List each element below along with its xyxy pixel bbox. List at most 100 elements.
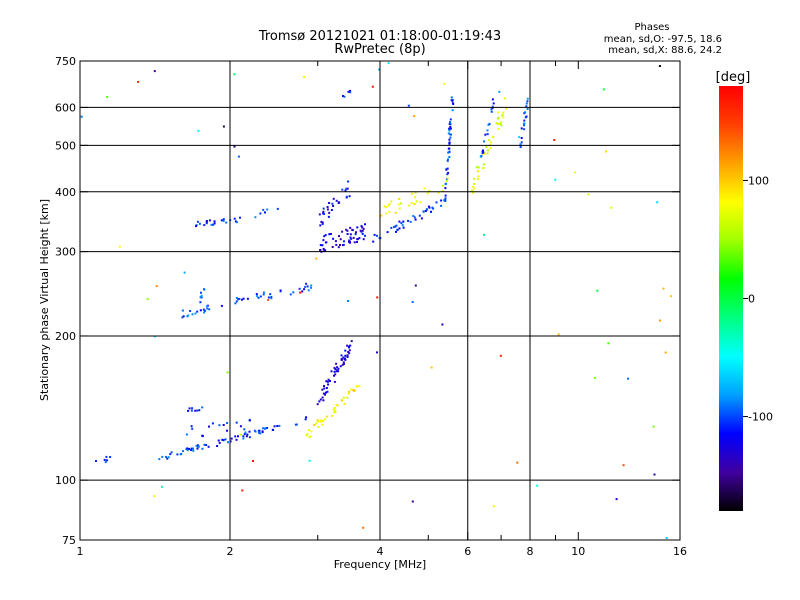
echo-point xyxy=(226,371,229,374)
echo-point xyxy=(485,146,488,149)
echo-point xyxy=(242,297,245,300)
echo-point xyxy=(203,443,206,446)
echo-point xyxy=(524,116,527,119)
echo-point xyxy=(426,192,429,195)
echo-point xyxy=(418,214,421,217)
x-tick-label: 8 xyxy=(527,545,534,558)
echo-point xyxy=(490,141,492,144)
echo-point xyxy=(190,447,193,450)
echo-point xyxy=(653,473,656,476)
colorbar-ticks: 100 0 -100 xyxy=(743,174,773,424)
echo-point xyxy=(256,295,259,298)
echo-point xyxy=(266,208,269,211)
echo-point xyxy=(262,208,265,211)
echo-point xyxy=(180,452,183,455)
echo-point xyxy=(267,299,270,301)
echo-point xyxy=(195,225,197,228)
echo-point xyxy=(196,409,199,412)
echo-point xyxy=(323,387,326,390)
echo-point xyxy=(371,85,374,88)
echo-point xyxy=(326,390,329,393)
echo-point xyxy=(376,296,379,299)
echo-point xyxy=(449,133,452,136)
echo-point xyxy=(259,212,262,215)
echo-point xyxy=(255,293,258,296)
echo-point xyxy=(351,228,354,231)
echo-point xyxy=(376,351,378,354)
echo-point xyxy=(349,388,352,391)
echo-point xyxy=(423,187,426,190)
echo-point xyxy=(430,210,432,213)
echo-point xyxy=(304,285,307,288)
data-points xyxy=(80,62,672,539)
echo-point xyxy=(360,225,363,228)
echo-point xyxy=(333,380,336,383)
echo-point xyxy=(387,62,390,65)
echo-point xyxy=(449,121,452,124)
echo-point xyxy=(181,316,184,319)
echo-point xyxy=(414,191,417,194)
echo-point xyxy=(435,201,438,204)
echo-point xyxy=(324,234,327,237)
echo-point xyxy=(346,356,349,358)
echo-point xyxy=(237,298,240,301)
echo-point xyxy=(205,221,208,224)
echo-point xyxy=(191,447,194,450)
echo-point xyxy=(408,204,411,207)
echo-point xyxy=(323,249,326,252)
echo-point xyxy=(574,171,577,174)
y-tick-label: 750 xyxy=(55,55,76,68)
echo-point xyxy=(276,425,279,427)
echo-point xyxy=(346,344,349,347)
echo-point xyxy=(349,226,352,229)
echo-point xyxy=(210,223,213,226)
echo-point xyxy=(449,126,452,128)
y-tick-label: 400 xyxy=(55,186,76,199)
echo-point xyxy=(196,310,199,313)
echo-point xyxy=(356,241,358,243)
echo-point xyxy=(325,391,327,394)
echo-point xyxy=(414,196,417,199)
echo-point xyxy=(322,392,325,395)
echo-point xyxy=(342,363,345,365)
echo-point xyxy=(203,288,206,291)
echo-point xyxy=(325,387,328,389)
echo-point xyxy=(448,127,451,130)
echo-point xyxy=(204,309,207,312)
echo-point xyxy=(498,90,501,93)
echo-point xyxy=(321,244,324,247)
echo-point xyxy=(161,455,164,458)
echo-point xyxy=(340,354,343,357)
echo-point xyxy=(486,133,489,136)
echo-point xyxy=(327,215,330,218)
echo-point xyxy=(503,97,506,100)
echo-point xyxy=(321,223,324,226)
echo-point xyxy=(308,459,311,462)
echo-point xyxy=(235,221,238,224)
echo-point xyxy=(233,217,236,220)
echo-point xyxy=(271,428,274,431)
echo-point xyxy=(658,65,661,67)
echo-point xyxy=(323,418,326,421)
echo-point xyxy=(331,202,334,205)
echo-point xyxy=(520,137,523,139)
x-tick-label: 6 xyxy=(464,545,471,558)
echo-point xyxy=(252,460,254,462)
echo-point xyxy=(261,431,264,434)
echo-point xyxy=(194,409,197,412)
echo-point xyxy=(267,296,270,299)
echo-point xyxy=(410,192,413,195)
echo-point xyxy=(607,342,610,345)
echo-point xyxy=(217,439,220,442)
echo-point xyxy=(200,294,203,297)
echo-point xyxy=(627,377,630,380)
echo-point xyxy=(227,441,229,444)
echo-point xyxy=(191,407,194,410)
echo-point xyxy=(327,383,330,386)
echo-point xyxy=(146,297,149,300)
echo-point xyxy=(243,428,246,431)
y-tick-label: 100 xyxy=(55,474,76,487)
echo-point xyxy=(450,96,453,99)
echo-point xyxy=(333,406,336,409)
echo-point xyxy=(220,304,223,307)
